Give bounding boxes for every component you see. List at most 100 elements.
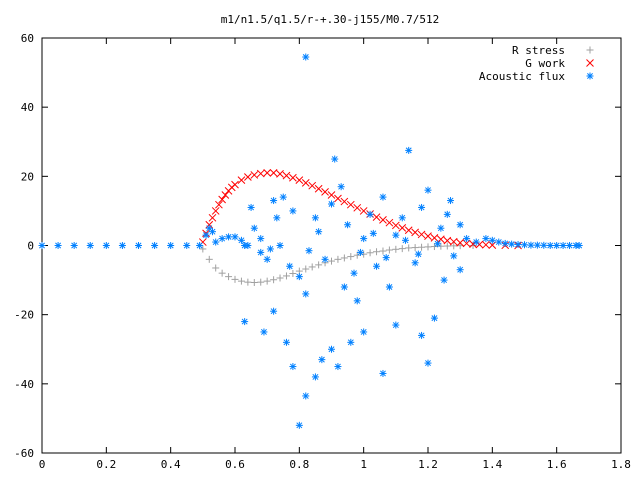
data-point <box>301 179 310 187</box>
data-point <box>379 193 387 201</box>
data-point <box>135 242 142 249</box>
data-point <box>430 314 438 322</box>
data-point <box>350 269 358 277</box>
data-point <box>237 277 245 285</box>
data-point <box>269 169 278 177</box>
data-point <box>247 203 255 211</box>
data-point <box>327 191 336 199</box>
data-point <box>508 240 516 248</box>
data-point <box>151 242 159 249</box>
data-point <box>314 184 323 193</box>
data-point <box>328 257 335 265</box>
data-point <box>205 255 213 263</box>
data-point <box>495 238 503 246</box>
data-point <box>405 146 413 154</box>
data-point <box>231 180 239 189</box>
data-point <box>437 224 445 232</box>
data-point <box>263 277 271 285</box>
data-point <box>472 238 480 246</box>
data-point <box>250 224 258 232</box>
chart-title: m1/n1.5/q1.5/r-+.30-j155/M0.7/512 <box>221 13 440 26</box>
data-point <box>221 191 230 199</box>
data-point <box>257 235 265 243</box>
data-point <box>469 242 477 249</box>
data-point <box>418 203 426 211</box>
legend-marker <box>586 59 594 67</box>
data-point <box>218 269 226 277</box>
data-point <box>366 249 374 257</box>
y-tick-label: 40 <box>21 101 34 114</box>
data-point <box>270 197 278 205</box>
data-point <box>382 254 390 262</box>
data-point <box>488 236 496 244</box>
data-point <box>553 242 561 249</box>
data-point <box>447 197 455 205</box>
data-point <box>521 241 528 249</box>
data-point <box>321 255 329 263</box>
data-point <box>270 307 278 315</box>
data-point <box>337 183 345 191</box>
x-tick-label: 0.8 <box>289 458 309 471</box>
data-point <box>289 207 297 215</box>
data-point <box>414 250 422 258</box>
data-point <box>276 242 284 249</box>
data-point <box>566 242 574 249</box>
data-point <box>302 53 310 61</box>
y-tick-label: 60 <box>21 32 34 45</box>
data-point <box>533 241 541 249</box>
data-point <box>334 363 342 371</box>
data-point <box>282 338 290 346</box>
x-tick-label: 1.8 <box>611 458 631 471</box>
y-tick-label: 20 <box>21 170 34 183</box>
data-point <box>167 242 175 249</box>
data-point <box>334 255 342 263</box>
data-point <box>418 243 426 251</box>
data-point <box>237 236 245 244</box>
data-point <box>347 253 355 261</box>
data-point <box>334 194 342 203</box>
data-point <box>353 203 362 212</box>
data-point <box>302 290 310 298</box>
legend-marker <box>586 46 594 54</box>
data-point <box>456 221 464 229</box>
data-point <box>263 169 272 177</box>
data-point <box>501 239 509 247</box>
data-point <box>231 233 239 241</box>
data-point <box>286 262 294 270</box>
data-point <box>289 173 297 182</box>
data-point <box>279 193 287 201</box>
series-r-stress <box>199 242 477 287</box>
data-point <box>302 392 310 400</box>
data-point <box>276 274 284 282</box>
data-point <box>405 244 413 252</box>
data-point <box>424 243 432 251</box>
data-point <box>257 248 265 256</box>
data-point <box>450 242 458 250</box>
data-point <box>392 321 400 329</box>
data-point <box>38 242 46 249</box>
data-point <box>270 276 278 284</box>
data-point <box>456 238 465 247</box>
data-point <box>440 276 448 284</box>
data-point <box>443 242 451 250</box>
data-point <box>302 265 310 273</box>
data-point <box>398 214 406 222</box>
data-point <box>266 245 274 253</box>
y-tick-label: -20 <box>14 309 34 322</box>
data-point <box>411 228 419 237</box>
data-point <box>398 245 406 253</box>
data-point <box>385 246 393 254</box>
data-point <box>244 278 252 286</box>
data-point <box>401 236 409 244</box>
data-point <box>411 259 419 267</box>
data-point <box>231 275 239 283</box>
data-point <box>315 261 323 269</box>
data-point <box>379 369 387 377</box>
y-tick-label: 0 <box>27 240 34 253</box>
x-tick-label: 0.6 <box>225 458 245 471</box>
data-point <box>86 242 94 249</box>
x-tick-label: 0.4 <box>161 458 181 471</box>
data-point <box>434 240 442 248</box>
